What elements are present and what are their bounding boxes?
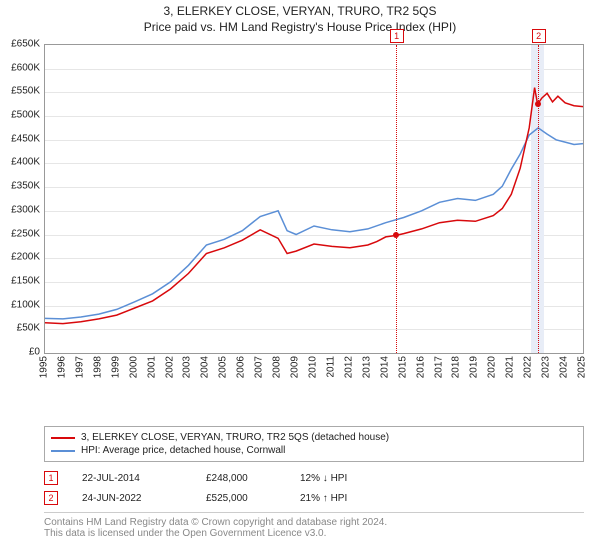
sale-diff: 21% ↑ HPI [300,493,380,504]
xtick-label: 2016 [415,356,426,378]
plot-region: 12 [44,44,584,354]
xtick-label: 2020 [487,356,498,378]
xtick-label: 1996 [56,356,67,378]
xtick-label: 2015 [397,356,408,378]
ytick-label: £150K [11,275,40,286]
ytick-label: £550K [11,86,40,97]
legend-swatch [51,450,75,452]
xtick-label: 2003 [182,356,193,378]
sale-date: 24-JUN-2022 [82,493,182,504]
ytick-label: £450K [11,133,40,144]
sale-marker-icon: 1 [44,471,58,485]
sale-marker-icon: 2 [44,491,58,505]
ytick-label: £200K [11,252,40,263]
footer: Contains HM Land Registry data © Crown c… [44,512,584,539]
chart-title: 3, ELERKEY CLOSE, VERYAN, TRURO, TR2 5QS [0,0,600,18]
chart-container: 3, ELERKEY CLOSE, VERYAN, TRURO, TR2 5QS… [0,0,600,560]
series-svg [45,45,583,353]
chart-area: 12 £0£50K£100K£150K£200K£250K£300K£350K£… [44,44,584,384]
xtick-label: 2001 [146,356,157,378]
ytick-label: £500K [11,110,40,121]
sale-diff: 12% ↓ HPI [300,473,380,484]
xtick-label: 2021 [505,356,516,378]
ytick-label: £100K [11,299,40,310]
xtick-label: 2011 [325,356,336,378]
xtick-label: 2012 [343,356,354,378]
xtick-label: 2004 [200,356,211,378]
ytick-label: £250K [11,228,40,239]
xtick-label: 2024 [559,356,570,378]
xtick-label: 1998 [92,356,103,378]
legend-label: HPI: Average price, detached house, Corn… [81,445,285,456]
xtick-label: 1995 [39,356,50,378]
sale-price: £248,000 [206,473,276,484]
sale-dot [535,101,541,107]
sale-dot [393,232,399,238]
sale-row: 2 24-JUN-2022 £525,000 21% ↑ HPI [44,488,584,508]
xtick-label: 1997 [74,356,85,378]
xtick-label: 2006 [236,356,247,378]
ytick-label: £50K [17,323,40,334]
xtick-label: 2009 [290,356,301,378]
footer-line: Contains HM Land Registry data © Crown c… [44,517,584,528]
xtick-label: 2019 [469,356,480,378]
ytick-label: £300K [11,204,40,215]
legend: 3, ELERKEY CLOSE, VERYAN, TRURO, TR2 5QS… [44,426,584,462]
xtick-label: 2023 [541,356,552,378]
ytick-label: £600K [11,62,40,73]
xtick-label: 1999 [110,356,121,378]
ytick-label: £650K [11,39,40,50]
xtick-label: 2022 [523,356,534,378]
sale-row: 1 22-JUL-2014 £248,000 12% ↓ HPI [44,468,584,488]
marker-line [396,45,397,353]
xtick-label: 2008 [272,356,283,378]
footer-line: This data is licensed under the Open Gov… [44,528,584,539]
ytick-label: £400K [11,157,40,168]
sale-price: £525,000 [206,493,276,504]
sales-table: 1 22-JUL-2014 £248,000 12% ↓ HPI 2 24-JU… [44,468,584,508]
series-line-hpi [45,128,583,319]
series-line-property [45,88,583,324]
xtick-label: 2013 [361,356,372,378]
xtick-label: 2017 [433,356,444,378]
xtick-label: 2005 [218,356,229,378]
legend-swatch [51,437,75,439]
xtick-label: 2018 [451,356,462,378]
xtick-label: 2010 [308,356,319,378]
xtick-label: 2025 [577,356,588,378]
ytick-label: £350K [11,181,40,192]
chart-subtitle: Price paid vs. HM Land Registry's House … [0,18,600,38]
legend-item: 3, ELERKEY CLOSE, VERYAN, TRURO, TR2 5QS… [51,431,577,444]
xtick-label: 2000 [128,356,139,378]
marker-line [538,45,539,353]
marker-box: 2 [532,29,546,43]
xtick-label: 2007 [254,356,265,378]
sale-date: 22-JUL-2014 [82,473,182,484]
xtick-label: 2002 [164,356,175,378]
legend-item: HPI: Average price, detached house, Corn… [51,444,577,457]
marker-box: 1 [390,29,404,43]
xtick-label: 2014 [379,356,390,378]
legend-label: 3, ELERKEY CLOSE, VERYAN, TRURO, TR2 5QS… [81,432,389,443]
